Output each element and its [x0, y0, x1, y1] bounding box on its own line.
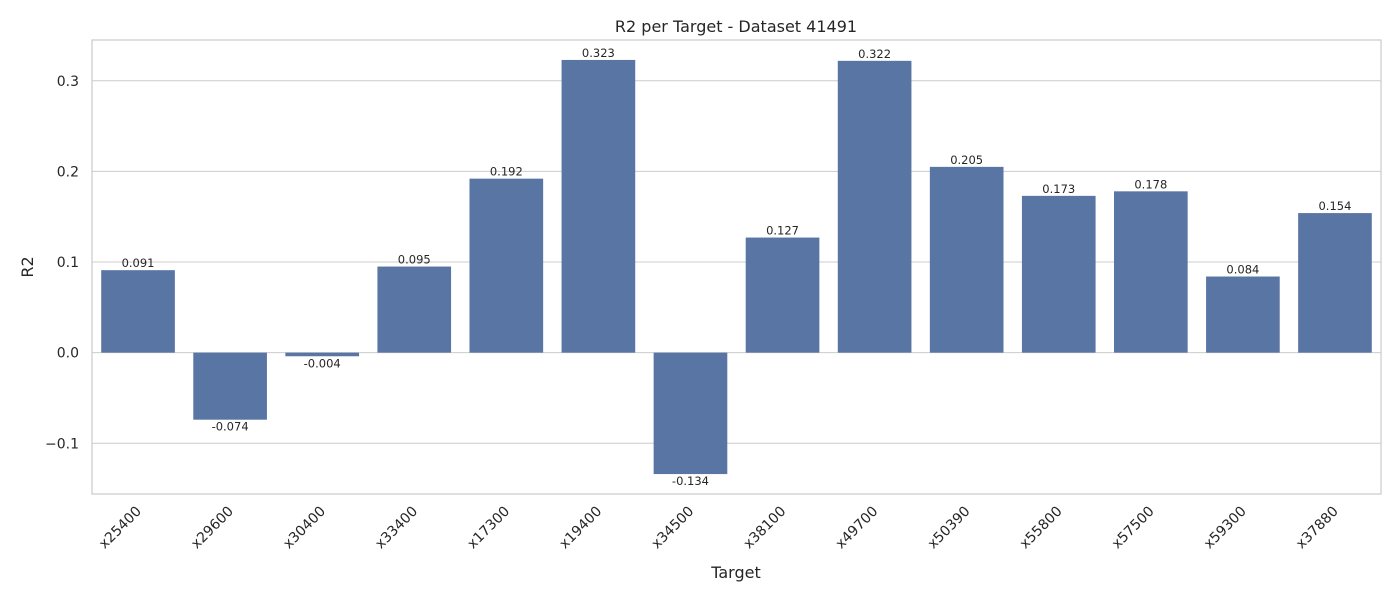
bar-x33400 — [377, 266, 452, 353]
bar-x19400 — [561, 59, 636, 353]
x-tick-label: x55800 — [1017, 504, 1066, 553]
bar-x17300 — [469, 178, 544, 353]
chart-title: R2 per Target - Dataset 41491 — [615, 17, 857, 36]
data-labels: 0.091 -0.074 -0.004 0.095 0.192 0.323 -0.134 0.… — [122, 46, 1352, 488]
x-tick-label: x19400 — [557, 504, 606, 553]
x-tick-label: x50390 — [925, 504, 974, 553]
bar-x34500 — [653, 352, 728, 475]
data-label-x33400: 0.095 — [398, 253, 431, 267]
data-label-x29600: -0.074 — [212, 420, 249, 434]
data-label-x25400: 0.091 — [122, 256, 155, 270]
x-tick-label: x34500 — [649, 504, 698, 553]
y-tick-labels: −0.1 0.0 0.1 0.2 0.3 — [45, 74, 79, 452]
bar-x29600 — [193, 352, 267, 420]
data-label-x59300: 0.084 — [1226, 263, 1259, 277]
y-axis-label: R2 — [18, 256, 37, 277]
x-tick-label: x49700 — [833, 504, 882, 553]
x-tick-label: x57500 — [1109, 504, 1158, 553]
bar-x30400 — [285, 352, 360, 357]
y-tick-label: −0.1 — [45, 436, 79, 452]
grid-lines — [92, 80, 1381, 444]
x-tick-label: x30400 — [280, 504, 329, 553]
x-tick-label: x25400 — [96, 504, 145, 553]
x-tick-label: x59300 — [1201, 504, 1250, 553]
y-tick-label: 0.3 — [57, 74, 79, 90]
data-label-x19400: 0.323 — [582, 46, 615, 60]
data-label-x37880: 0.154 — [1318, 199, 1351, 213]
plot-frame — [91, 39, 1382, 495]
x-tick-label: x29600 — [188, 504, 237, 553]
y-tick-label: 0.1 — [57, 255, 79, 271]
data-label-x30400: -0.004 — [304, 356, 341, 370]
bar-x59300 — [1206, 276, 1280, 353]
data-label-x50390: 0.205 — [950, 153, 983, 167]
x-tick-label: x37880 — [1293, 504, 1342, 553]
y-tick-label: 0.0 — [57, 346, 79, 362]
data-label-x49700: 0.322 — [858, 47, 891, 61]
data-label-x57500: 0.178 — [1134, 177, 1167, 191]
data-label-x17300: 0.192 — [490, 165, 523, 179]
data-label-x55800: 0.173 — [1042, 182, 1075, 196]
bar-x37880 — [1298, 213, 1372, 353]
x-tick-label: x17300 — [464, 504, 513, 553]
bar-x38100 — [745, 237, 820, 353]
x-tick-label: x38100 — [741, 504, 790, 553]
bar-x49700 — [837, 60, 912, 353]
bar-x25400 — [101, 270, 175, 353]
bar-x55800 — [1021, 195, 1096, 353]
bars — [101, 59, 1372, 475]
bar-x50390 — [929, 166, 1004, 353]
bar-x57500 — [1113, 191, 1188, 353]
x-tick-label: x33400 — [372, 504, 421, 553]
data-label-x38100: 0.127 — [766, 224, 799, 238]
x-axis-label: Target — [710, 563, 761, 582]
x-tick-labels: x25400 x29600 x30400 x33400 x17300 x19400 x345… — [96, 504, 1342, 553]
data-label-x34500: -0.134 — [672, 474, 709, 488]
y-tick-label: 0.2 — [57, 164, 79, 180]
